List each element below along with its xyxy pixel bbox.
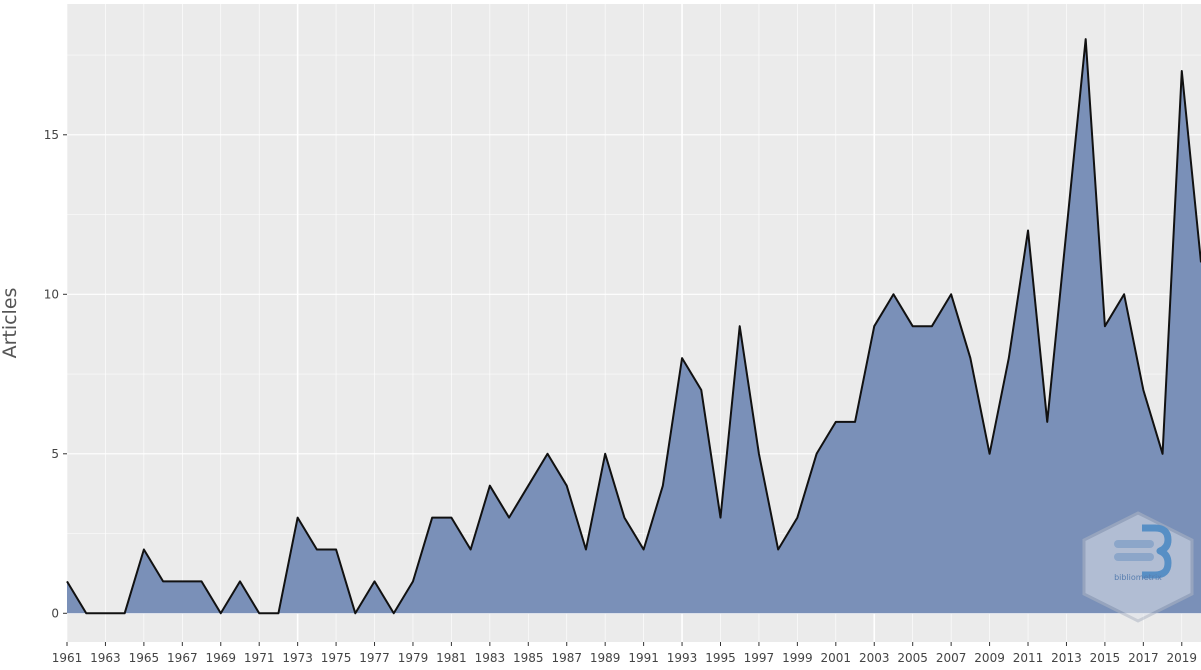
x-tick-label: 1981 — [436, 651, 467, 665]
x-tick-label: 1971 — [244, 651, 275, 665]
x-tick-label: 1965 — [129, 651, 160, 665]
x-tick-label: 1977 — [359, 651, 390, 665]
x-tick-label: 1961 — [52, 651, 83, 665]
y-tick-label: 10 — [44, 287, 59, 301]
bibliometrix-logo-icon: bibliometrix — [1082, 511, 1194, 623]
x-tick-label: 1989 — [590, 651, 621, 665]
x-tick-label: 1987 — [551, 651, 582, 665]
y-tick-label: 15 — [44, 128, 59, 142]
y-tick-label: 5 — [51, 447, 59, 461]
x-tick-label: 2001 — [821, 651, 852, 665]
x-tick-label: 1985 — [513, 651, 544, 665]
x-tick-label: 1999 — [782, 651, 813, 665]
y-tick-label: 0 — [51, 606, 59, 620]
series-area — [67, 39, 1201, 614]
x-tick-label: 1973 — [282, 651, 313, 665]
x-tick-label: 1997 — [744, 651, 775, 665]
x-tick-label: 2009 — [974, 651, 1005, 665]
watermark-text: bibliometrix — [1114, 573, 1162, 582]
x-tick-label: 1975 — [321, 651, 352, 665]
x-tick-label: 1991 — [628, 651, 659, 665]
x-tick-label: 2015 — [1090, 651, 1121, 665]
x-tick-label: 2007 — [936, 651, 967, 665]
x-tick-label: 1963 — [90, 651, 121, 665]
x-tick-label: 1983 — [475, 651, 506, 665]
x-tick-label: 1979 — [398, 651, 429, 665]
x-tick-label: 2017 — [1128, 651, 1159, 665]
x-tick-label: 2005 — [897, 651, 928, 665]
x-tick-label: 2003 — [859, 651, 890, 665]
x-tick-label: 1993 — [667, 651, 698, 665]
x-tick-label: 2013 — [1051, 651, 1082, 665]
x-tick-label: 1969 — [205, 651, 236, 665]
x-tick-label: 2019 — [1167, 651, 1198, 665]
y-axis-title: Articles — [0, 288, 21, 359]
x-tick-label: 1995 — [705, 651, 736, 665]
x-axis-ticks: 1961 1963 1965 1967 1969 1971 1973 1975 1977 1979… — [52, 642, 1197, 665]
x-tick-label: 2011 — [1013, 651, 1044, 665]
y-axis-ticks: 0 5 10 15 — [44, 128, 67, 620]
series-line — [66, 38, 1201, 615]
x-tick-label: 1967 — [167, 651, 198, 665]
